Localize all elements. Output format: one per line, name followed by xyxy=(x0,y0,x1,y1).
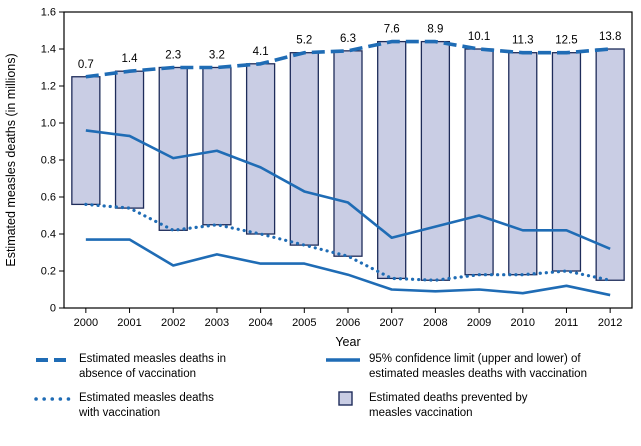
ci-lower-line xyxy=(85,238,611,297)
y-axis-title: Estimated measles deaths (in millions) xyxy=(4,53,18,266)
bar-value-label: 13.8 xyxy=(599,31,621,43)
prevented-deaths-bar xyxy=(551,52,582,272)
solid-line-icon xyxy=(326,358,360,362)
y-tick-label: 0 xyxy=(50,303,56,315)
bar-value-label: 12.5 xyxy=(555,35,577,47)
x-tick-label: 2001 xyxy=(117,317,141,329)
x-tick-label: 2003 xyxy=(205,317,229,329)
prevented-deaths-bar xyxy=(420,40,451,281)
legend-label: Estimated deaths prevented by measles va… xyxy=(369,391,528,419)
x-tick-label: 2008 xyxy=(423,317,447,329)
y-tick-label: 1.0 xyxy=(41,118,56,130)
x-tick-label: 2000 xyxy=(74,317,98,329)
prevented-deaths-bar xyxy=(595,48,625,281)
prevented-deaths-bar xyxy=(202,66,232,226)
y-tick-label: 0.2 xyxy=(41,266,56,278)
bar-value-label: 1.4 xyxy=(122,53,139,65)
bar-value-label: 5.2 xyxy=(296,35,312,47)
legend-item: Estimated measles deaths with vaccinatio… xyxy=(34,391,324,421)
prevented-deaths-bar xyxy=(377,40,407,280)
legend-label: 95% confidence limit (upper and lower) o… xyxy=(369,353,587,380)
x-tick-label: 2005 xyxy=(292,317,316,329)
bar-value-label: 6.3 xyxy=(340,33,356,45)
x-tick-label: 2006 xyxy=(336,317,360,329)
prevented-deaths-bar xyxy=(245,63,276,235)
y-tick-label: 0.6 xyxy=(41,192,56,204)
measles-deaths-chart: 0 0.2 0.4 0.6 0.8 1.0 1.2 1.4 1.6 2000 2001 2002 200… xyxy=(4,7,633,349)
bar-value-label: 10.1 xyxy=(468,31,490,43)
x-tick-label: 2009 xyxy=(467,317,491,329)
y-tick-label: 0.4 xyxy=(41,229,56,241)
legend-item: Estimated deaths prevented by measles va… xyxy=(324,391,641,421)
y-tick-label: 0.8 xyxy=(41,155,56,167)
y-tick-label: 1.6 xyxy=(41,7,56,19)
bar-value-label: 7.6 xyxy=(384,24,400,36)
prevented-deaths-bar xyxy=(158,66,188,231)
prevented-deaths-bar xyxy=(71,76,101,206)
bar-value-label: 4.1 xyxy=(253,46,269,58)
bar-value-label: 3.2 xyxy=(209,50,225,62)
with-vaccination-line xyxy=(84,202,612,282)
bar-value-label: 0.7 xyxy=(78,59,94,71)
y-tick-label: 1.4 xyxy=(41,44,56,56)
x-tick-label: 2012 xyxy=(598,317,622,329)
prevented-deaths-bar xyxy=(289,52,319,246)
prevented-deaths-bar xyxy=(333,50,363,257)
legend-item: Estimated measles deaths in absence of v… xyxy=(34,352,324,382)
x-axis-title: Year xyxy=(335,335,360,349)
y-tick-label: 1.2 xyxy=(41,81,56,93)
legend-label: Estimated measles deaths in absence of v… xyxy=(79,353,227,380)
x-tick-label: 2011 xyxy=(555,317,579,329)
ci-upper-line xyxy=(85,129,611,250)
dashed-line-icon xyxy=(36,358,70,362)
bar-value-label: 11.3 xyxy=(512,35,534,47)
absence-of-vaccination-line xyxy=(85,39,611,79)
x-tick-label: 2007 xyxy=(379,317,403,329)
chart-legend: Estimated measles deaths in absence of v… xyxy=(0,350,641,421)
prevented-deaths-bar xyxy=(464,48,494,276)
x-tick-label: 2002 xyxy=(161,317,185,329)
dotted-line-icon xyxy=(34,397,72,401)
prevented-deaths-bar xyxy=(508,52,538,276)
x-tick-label: 2010 xyxy=(511,317,535,329)
legend-label: Estimated measles deaths with vaccinatio… xyxy=(79,391,214,419)
bar-swatch-icon xyxy=(338,391,353,406)
bar-value-label: 8.9 xyxy=(427,24,443,36)
x-tick-label: 2004 xyxy=(248,317,272,329)
bar-value-label: 2.3 xyxy=(165,50,181,62)
legend-item: 95% confidence limit (upper and lower) o… xyxy=(324,352,641,382)
